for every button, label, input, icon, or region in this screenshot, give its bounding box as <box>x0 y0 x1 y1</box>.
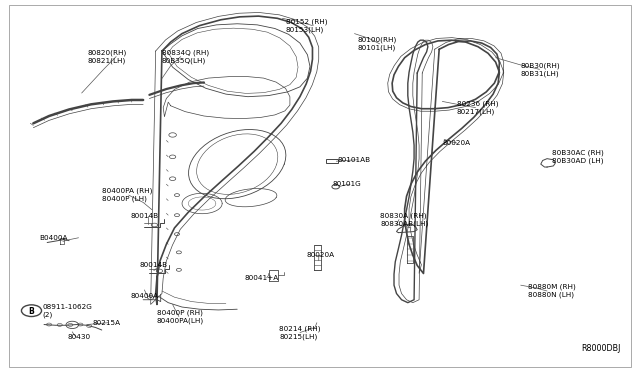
Text: 80430: 80430 <box>68 334 91 340</box>
Text: B0400A: B0400A <box>39 235 67 241</box>
Text: 08911-1062G
(2): 08911-1062G (2) <box>43 304 93 318</box>
Bar <box>326 159 337 163</box>
Text: 80215A: 80215A <box>93 320 121 326</box>
Text: 80152 (RH)
80153(LH): 80152 (RH) 80153(LH) <box>285 18 327 33</box>
Text: 80041+A: 80041+A <box>244 275 279 281</box>
Text: 80101AB: 80101AB <box>337 157 371 163</box>
Text: 80834Q (RH)
80B35Q(LH): 80834Q (RH) 80B35Q(LH) <box>162 49 209 64</box>
Text: 80020A: 80020A <box>442 140 470 146</box>
Text: 80B30(RH)
80B31(LH): 80B30(RH) 80B31(LH) <box>521 62 561 77</box>
Text: 80214 (RH)
80215(LH): 80214 (RH) 80215(LH) <box>279 325 321 340</box>
Text: R8000DBJ: R8000DBJ <box>582 344 621 353</box>
Text: 80820(RH)
80821(LH): 80820(RH) 80821(LH) <box>88 49 127 64</box>
Text: 80236 (RH)
80217(LH): 80236 (RH) 80217(LH) <box>457 100 498 115</box>
Text: 80101G: 80101G <box>333 181 362 187</box>
Text: 80830A (RH)
80830AB(LH): 80830A (RH) 80830AB(LH) <box>380 212 428 227</box>
Text: B: B <box>29 307 35 316</box>
Text: 80400A: 80400A <box>131 293 159 299</box>
Text: 80014B: 80014B <box>131 213 159 219</box>
Text: 80100(RH)
80101(LH): 80100(RH) 80101(LH) <box>358 36 397 51</box>
Text: 80B30AC (RH)
80B30AD (LH): 80B30AC (RH) 80B30AD (LH) <box>552 150 604 164</box>
Text: 80400PA (RH)
80400P (LH): 80400PA (RH) 80400P (LH) <box>102 188 152 202</box>
Text: 80880M (RH)
80880N (LH): 80880M (RH) 80880N (LH) <box>528 284 576 298</box>
Text: 80400P (RH)
80400PA(LH): 80400P (RH) 80400PA(LH) <box>157 309 204 324</box>
Text: 80020A: 80020A <box>306 252 334 258</box>
Text: 80014B: 80014B <box>140 263 168 269</box>
